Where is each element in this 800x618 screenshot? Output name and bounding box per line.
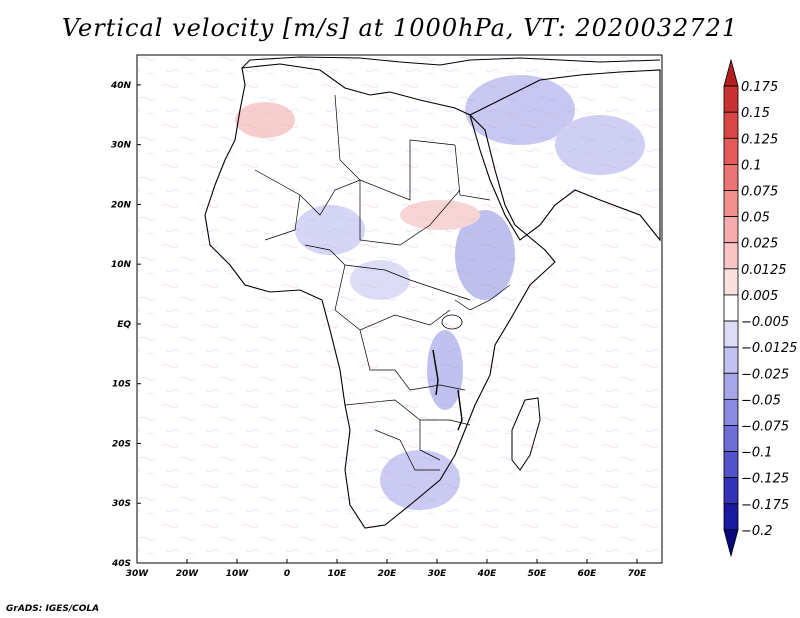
colorbar-level-label: −0.005 xyxy=(741,315,789,330)
credit-text: GrADS: IGES/COLA xyxy=(6,604,100,614)
colorbar-level-label: −0.175 xyxy=(741,498,789,513)
lat-tick-label: 10N xyxy=(111,260,132,270)
colorbar-level-label: −0.125 xyxy=(741,472,789,487)
lake-malawi xyxy=(457,389,463,431)
lon-tick-label: 10W xyxy=(226,569,250,579)
colorbar-level-label: −0.05 xyxy=(741,393,781,408)
lon-tick-label: 60E xyxy=(578,569,598,579)
colorbar-segment xyxy=(723,268,739,296)
colorbar-segment xyxy=(723,398,739,426)
colorbar-segment xyxy=(723,294,739,322)
colorbar-level-label: 0.025 xyxy=(741,237,778,252)
field-patches xyxy=(235,75,645,510)
madagascar-coastline xyxy=(511,397,541,471)
colorbar-level-label: −0.025 xyxy=(741,367,789,382)
colorbar-segment xyxy=(723,111,739,139)
lon-tick-label: 30E xyxy=(428,569,448,579)
colorbar-segment xyxy=(723,425,739,452)
colorbar-level-label: −0.075 xyxy=(741,419,789,434)
colorbar-segment xyxy=(723,216,739,244)
colorbar-segment xyxy=(723,503,739,531)
colorbar-segment xyxy=(723,477,739,505)
lon-tick-label: 40E xyxy=(477,569,498,579)
latitude-axis: 40N 30N 20N 10N EQ 10S 20S 30S 40S xyxy=(110,81,141,569)
colorbar-level-label: 0.005 xyxy=(741,289,778,304)
lon-tick-label: 20E xyxy=(378,569,398,579)
colorbar-segment xyxy=(723,58,739,87)
colorbar-segment xyxy=(723,190,739,218)
lon-tick-label: 10E xyxy=(328,569,348,579)
colorbar-level-label: −0.1 xyxy=(741,446,773,461)
colorbar-level-label: 0.175 xyxy=(741,80,778,95)
colorbar: 0.175 0.15 0.125 0.1 0.075 0.05 0.025 0.0125 0.0… xyxy=(723,58,797,558)
colorbar-level-label: 0.15 xyxy=(741,106,770,121)
lon-tick-label: 30W xyxy=(126,569,150,579)
map-panel xyxy=(136,54,663,564)
colorbar-segment xyxy=(723,164,739,191)
colorbar-segment xyxy=(723,346,739,374)
lat-tick-label: 20N xyxy=(111,200,132,210)
colorbar-segment xyxy=(723,137,739,165)
map-frame xyxy=(136,54,663,564)
colorbar-segment xyxy=(723,320,739,348)
lat-tick-label: 40S xyxy=(111,559,131,569)
lat-tick-label: EQ xyxy=(117,320,131,330)
colorbar-level-label: −0.0125 xyxy=(741,341,797,356)
country-borders xyxy=(254,94,511,471)
lat-tick-label: 30S xyxy=(112,499,131,509)
africa-coastline xyxy=(204,63,556,529)
colorbar-level-label: 0.0125 xyxy=(741,263,787,278)
europe-coastline xyxy=(241,56,661,69)
lat-tick-label: 40N xyxy=(110,81,132,91)
lon-tick-label: 70E xyxy=(628,569,648,579)
map-title: Vertical velocity [m/s] at 1000hPa, VT: … xyxy=(61,14,739,42)
longitude-axis: 30W 20W 10W 0 10E 20E 30E 40E 50E 60E 70E xyxy=(126,559,647,579)
colorbar-segment xyxy=(723,242,739,270)
lake-victoria xyxy=(441,314,463,330)
colorbar-segment xyxy=(723,529,739,558)
colorbar-level-label: 0.1 xyxy=(741,158,762,173)
lake-tanganyika xyxy=(432,349,439,396)
lat-tick-label: 10S xyxy=(112,380,131,390)
lon-tick-label: 50E xyxy=(528,569,548,579)
lon-tick-label: 20W xyxy=(176,569,200,579)
colorbar-segment xyxy=(723,85,739,113)
colorbar-level-label: −0.2 xyxy=(741,524,773,539)
lon-tick-label: 0 xyxy=(284,569,290,579)
colorbar-segment xyxy=(723,372,739,400)
lat-tick-label: 30N xyxy=(111,141,132,151)
arabia-coastline xyxy=(469,69,661,242)
lat-tick-label: 20S xyxy=(112,439,131,449)
colorbar-segment xyxy=(723,451,739,479)
colorbar-level-label: 0.05 xyxy=(741,211,770,226)
colorbar-level-label: 0.125 xyxy=(741,132,778,147)
colorbar-level-label: 0.075 xyxy=(741,185,778,200)
